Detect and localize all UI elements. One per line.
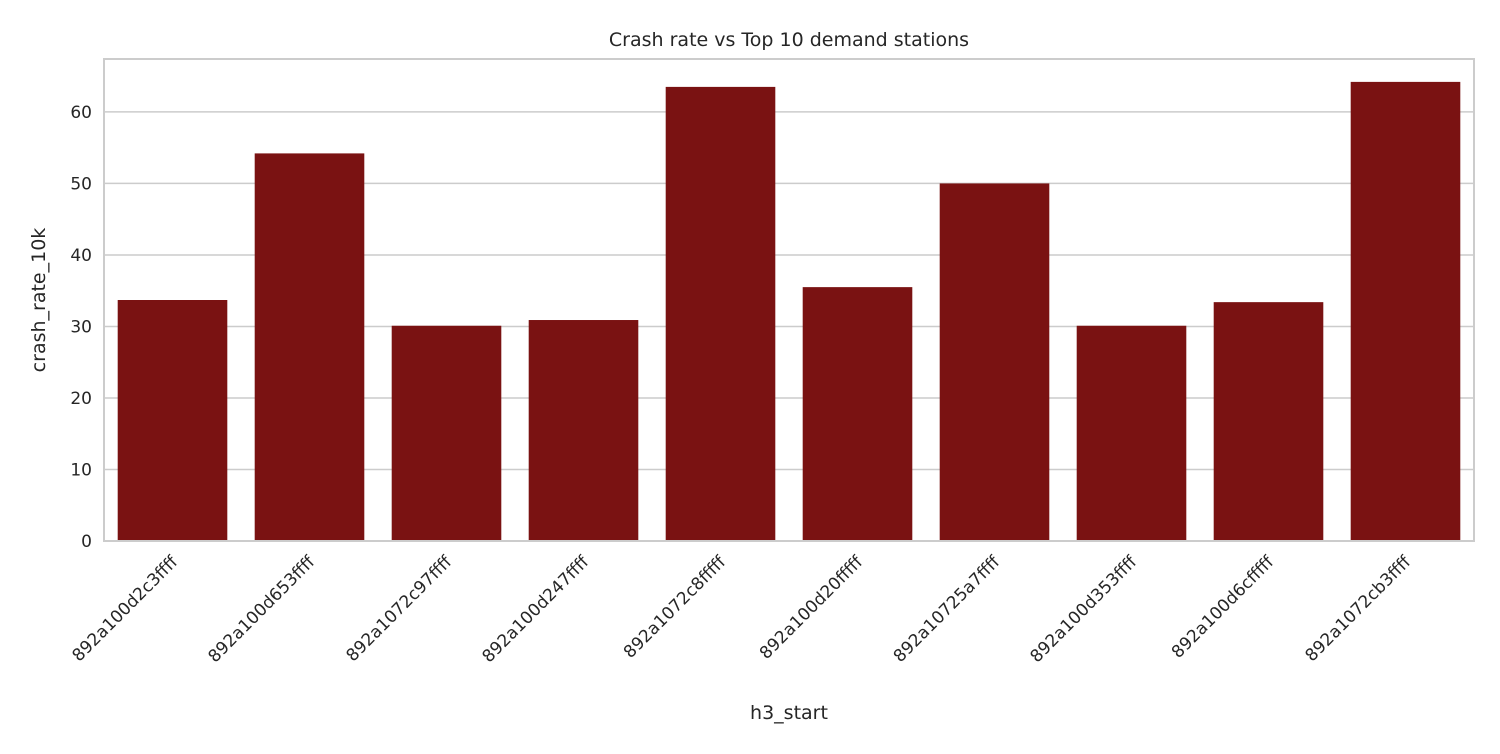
chart-title: Crash rate vs Top 10 demand stations: [609, 29, 969, 51]
bar-892a1072c8fffff: [665, 86, 776, 542]
bar-892a1072cb3ffff: [1350, 81, 1461, 541]
y-tick-label: 0: [81, 532, 92, 552]
y-ticks: 0 10 20 30 40 50 60: [70, 103, 92, 552]
y-axis-label: crash_rate_10k: [28, 228, 50, 373]
x-tick-label: 892a1072cb3ffff: [1302, 551, 1416, 665]
y-tick-label: 20: [70, 389, 92, 409]
bar-892a100d20fffff: [802, 287, 913, 541]
bar-892a100d247ffff: [528, 320, 639, 541]
bar-892a100d653ffff: [254, 153, 365, 541]
y-tick-label: 50: [70, 174, 92, 194]
x-tick-label: 892a100d20fffff: [756, 552, 868, 664]
x-axis-label: h3_start: [750, 702, 828, 724]
plot-frame: [103, 58, 1475, 542]
bar-892a1072c97ffff: [391, 325, 502, 541]
y-tick-label: 60: [70, 103, 92, 123]
x-tick-label: 892a1072c97ffff: [343, 551, 457, 665]
bar-892a100d2c3ffff: [117, 300, 228, 541]
x-tick-label: 892a10725a7ffff: [890, 551, 1005, 666]
x-ticks: 892a100d2c3ffff 892a100d653ffff 892a1072c9…: [69, 551, 1416, 666]
x-tick-label: 892a100d6cfffff: [1168, 552, 1279, 663]
x-tick-label: 892a100d653ffff: [204, 551, 319, 666]
y-tick-label: 40: [70, 246, 92, 266]
x-tick-label: 892a1072c8fffff: [620, 552, 731, 663]
x-tick-label: 892a100d2c3ffff: [69, 551, 183, 665]
bar-892a100d6cfffff: [1213, 302, 1324, 541]
x-tick-label: 892a100d353ffff: [1026, 551, 1141, 666]
bar-892a10725a7ffff: [939, 183, 1050, 541]
bars-layer: [117, 81, 1461, 542]
y-tick-label: 10: [70, 460, 92, 480]
x-tick-label: 892a100d247ffff: [478, 551, 593, 666]
y-tick-label: 30: [70, 317, 92, 337]
bar-892a100d353ffff: [1076, 325, 1187, 541]
